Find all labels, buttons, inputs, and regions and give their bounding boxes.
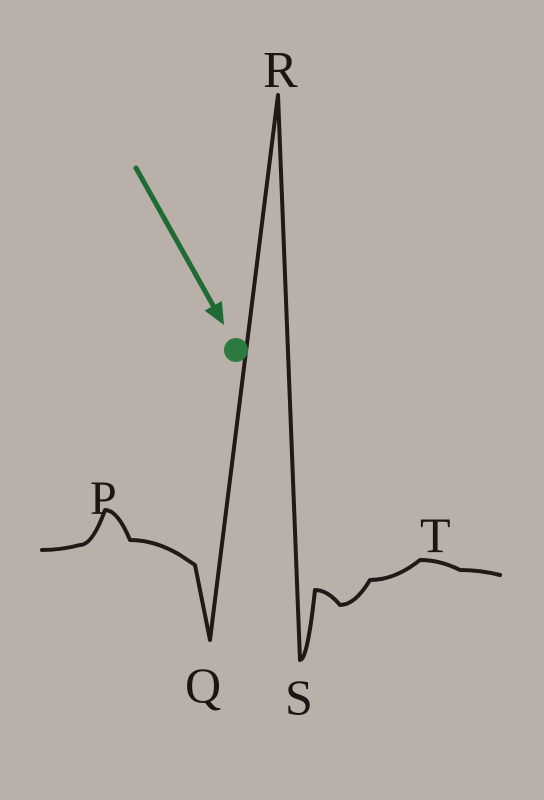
background bbox=[0, 0, 544, 800]
label-r: R bbox=[263, 45, 298, 97]
label-t: T bbox=[420, 510, 451, 560]
label-q: Q bbox=[185, 660, 221, 710]
ecg-diagram: P R Q S T bbox=[0, 0, 544, 800]
label-p: P bbox=[90, 475, 117, 523]
label-s: S bbox=[285, 672, 313, 722]
diagram-svg bbox=[0, 0, 544, 800]
marker-dot bbox=[224, 338, 248, 362]
